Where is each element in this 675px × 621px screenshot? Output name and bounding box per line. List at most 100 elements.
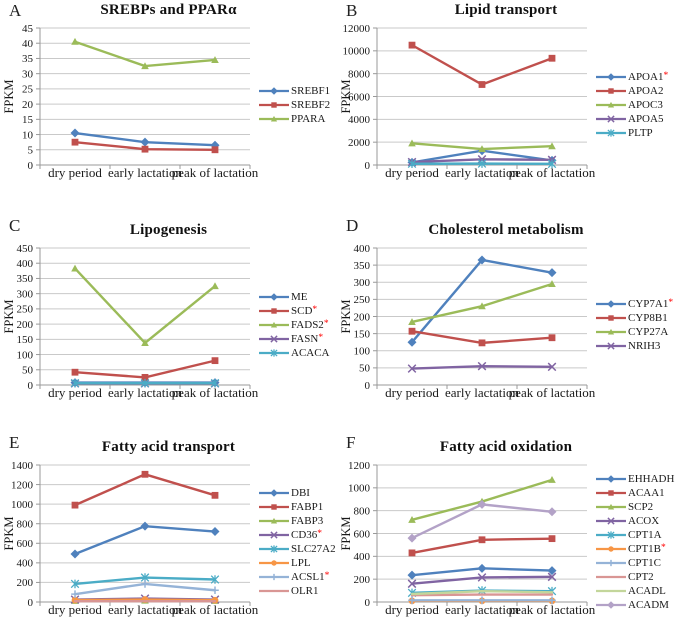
y-axis-label: FPKM: [2, 299, 16, 333]
series-acaca: [70, 378, 220, 388]
legend-item-acaa1: ACAA1: [595, 486, 675, 500]
legend-item-acaca: ACACA: [258, 346, 338, 360]
legend-label: APOC3: [628, 99, 663, 111]
x-category-label: early lactation: [108, 165, 182, 180]
y-tick-label: 300: [17, 288, 34, 300]
y-axis-label: FPKM: [339, 79, 353, 113]
series-cyp7a1: [407, 255, 557, 347]
legend-label: PLTP: [628, 127, 653, 139]
legend-item-apoa2: APOA2: [595, 84, 675, 98]
legend-label: APOA1: [628, 71, 664, 83]
legend-label: CPT1B: [628, 543, 662, 555]
x-category-label: peak of lactation: [509, 385, 596, 400]
x-category-label: peak of lactation: [172, 602, 259, 617]
legend-label: LPL: [291, 557, 311, 569]
x-category-label: early lactation: [108, 602, 182, 617]
legend-item-cpt1a: CPT1A: [595, 528, 675, 542]
legend-item-fads2: FADS2 *: [258, 318, 338, 332]
legend-line-marker-icon: [596, 546, 626, 552]
y-tick-label: 0: [28, 380, 34, 392]
legend-label: OLR1: [291, 585, 319, 597]
x-category-label: peak of lactation: [509, 165, 596, 180]
y-tick-label: 0: [365, 597, 371, 609]
legend-label: CPT2: [628, 571, 654, 583]
legend-line-marker-icon: [259, 293, 289, 301]
panel-b-chart-area: 0 2000 4000 6000 8000 10000 12000 dry period ear…: [337, 20, 675, 190]
legend-line-marker-icon: [259, 517, 289, 524]
y-tick-label: 50: [359, 363, 371, 375]
y-axis-label: FPKM: [339, 516, 353, 550]
legend-item-me: ME: [258, 290, 338, 304]
legend-line-marker-icon: [596, 115, 626, 123]
legend-line-marker-icon: [596, 559, 626, 567]
panel-e-fatty-acid-transport: E Fatty acid transport 0 200 400 600 800 1000…: [0, 414, 337, 621]
x-category-label: peak of lactation: [172, 165, 259, 180]
series-fads2: [71, 264, 219, 347]
y-tick-label: 40: [22, 38, 34, 50]
panel-a-legend: SREBF1 SREBF2 PPARA: [258, 20, 338, 190]
x-category-label: dry period: [385, 602, 439, 617]
panel-d-line-chart: 0 50 100 150 200 250 300 350 400 dry period early …: [339, 243, 596, 400]
legend-label: SREBF2: [291, 99, 331, 111]
y-tick-label: 0: [365, 380, 371, 392]
legend-item-fasn: FASN *: [258, 332, 338, 346]
y-tick-label: 400: [17, 258, 34, 270]
panel-e-title: Fatty acid transport: [101, 439, 236, 455]
legend-line-marker-icon: [596, 315, 626, 321]
series-ehhadh: [407, 563, 557, 580]
x-category-label: dry period: [385, 385, 439, 400]
legend-item-cyp7a1: CYP7A1 *: [595, 297, 675, 311]
plot-area: 0 200 400 600 800 1000 1200 1400 dry period early…: [2, 460, 259, 617]
y-tick-label: 200: [17, 319, 34, 331]
legend-item-apoc3: APOC3: [595, 98, 675, 112]
x-category-label: early lactation: [445, 165, 519, 180]
legend-item-apoa5: APOA5: [595, 112, 675, 126]
y-tick-label: 450: [17, 243, 34, 255]
y-tick-label: 25: [22, 84, 34, 96]
legend-label: ACACA: [291, 347, 330, 359]
x-category-label: early lactation: [108, 385, 182, 400]
legend-item-acadm: ACADM: [595, 598, 675, 612]
legend-line-marker-icon: [596, 503, 626, 510]
y-tick-label: 200: [354, 574, 371, 586]
legend-line-marker-icon: [259, 504, 289, 510]
y-tick-label: 6000: [348, 91, 371, 103]
panel-b-lipid-transport: B Lipid transport 0 2000 4000 6000 8000 10000…: [337, 0, 675, 207]
panel-c-line-chart: 0 50 100 150 200 250 300 350 400 450 dry period ear…: [2, 243, 259, 400]
legend-item-ehhadh: EHHADH: [595, 472, 675, 486]
y-tick-label: 400: [17, 558, 34, 570]
x-category-label: dry period: [48, 385, 102, 400]
y-tick-label: 150: [354, 328, 371, 340]
panel-e-chart-area: 0 200 400 600 800 1000 1200 1400 dry period early…: [0, 457, 337, 621]
legend-label: FADS2: [291, 319, 324, 331]
plot-area: 0 200 400 600 800 1000 1200 dry period early lac…: [339, 460, 596, 617]
y-tick-label: 30: [22, 68, 34, 80]
legend-item-olr1: OLR1: [258, 584, 338, 598]
y-tick-label: 10000: [343, 46, 371, 58]
panel-c-chart-area: 0 50 100 150 200 250 300 350 400 450 dry period ear…: [0, 240, 337, 410]
legend-label: ACAA1: [628, 487, 665, 499]
legend-line-marker-icon: [259, 573, 289, 581]
legend-label: NRIH3: [628, 340, 661, 352]
panel-c-legend: ME SCD * FADS2 * FASN * ACACA: [258, 240, 338, 410]
x-category-label: dry period: [385, 165, 439, 180]
panel-a-chart-area: 0 5 10 15 20 25 30 35 40 45 dry period early lactat…: [0, 20, 337, 190]
legend-label: ACOX: [628, 515, 660, 527]
y-tick-label: 350: [17, 273, 34, 285]
panel-f-title: Fatty acid oxidation: [439, 439, 573, 455]
y-tick-label: 10: [22, 129, 34, 141]
legend-label: ACADM: [628, 599, 669, 611]
y-tick-label: 400: [354, 551, 371, 563]
legend-line-marker-icon: [596, 531, 626, 539]
legend-line-marker-icon: [596, 300, 626, 308]
x-category-label: peak of lactation: [509, 602, 596, 617]
legend-label: APOA5: [628, 113, 664, 125]
series-apoa2: [408, 41, 556, 88]
legend-line-marker-icon: [596, 589, 626, 593]
legend-item-lpl: LPL: [258, 556, 338, 570]
y-tick-label: 0: [28, 597, 34, 609]
legend-line-marker-icon: [259, 589, 289, 593]
panel-d-legend: CYP7A1 * CYP8B1 CYP27A NRIH3: [595, 240, 675, 410]
panel-d-title: Cholesterol metabolism: [428, 222, 584, 238]
